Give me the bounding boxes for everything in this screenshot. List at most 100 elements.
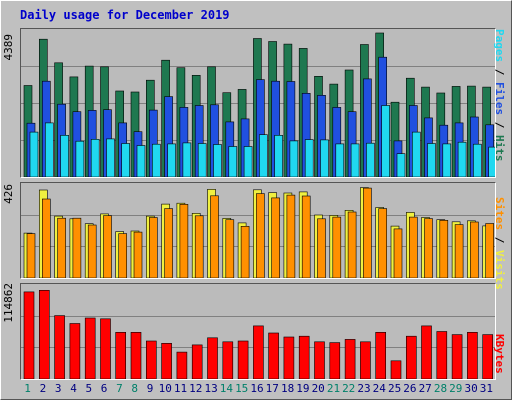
sites-bar-day-20 xyxy=(317,218,326,278)
hits-legend: Pages / Files / Hits xyxy=(493,29,506,162)
kbytes-bar-day-27 xyxy=(421,325,432,379)
kbytes-bar-day-30 xyxy=(467,331,478,379)
kbytes-bar-day-15 xyxy=(237,340,249,379)
kbytes-bar-day-4 xyxy=(69,323,81,379)
pages-bar-day-26 xyxy=(411,131,421,177)
legend-pages: Pages xyxy=(493,29,506,63)
kbytes-bar-day-13 xyxy=(207,337,218,379)
sites-bar-day-15 xyxy=(240,225,250,278)
day-label-23: 23 xyxy=(357,382,371,395)
pages-bar-day-18 xyxy=(289,140,299,177)
files-bar-day-11 xyxy=(179,107,189,177)
pages-bar-day-29 xyxy=(457,141,467,177)
files-bar-day-21 xyxy=(332,107,342,177)
kbytes-bar-day-12 xyxy=(191,344,203,379)
pages-bar-day-11 xyxy=(182,142,192,177)
day-label-16: 16 xyxy=(250,382,264,395)
kbytes-chart xyxy=(21,290,495,379)
day-label-31: 31 xyxy=(479,382,494,395)
kbytes-bar-day-28 xyxy=(436,331,448,379)
kbytes-bar-day-19 xyxy=(298,335,310,379)
sites-bar-day-29 xyxy=(454,224,464,278)
day-label-10: 10 xyxy=(158,382,172,395)
pages-bar-day-24 xyxy=(381,105,391,177)
sites-bar-day-7 xyxy=(118,233,127,278)
day-label-14: 14 xyxy=(219,382,234,395)
pages-bar-day-4 xyxy=(75,140,85,177)
kbytes-bar-day-21 xyxy=(329,342,341,379)
pages-bar-day-5 xyxy=(90,139,100,177)
legend-sep-3: / xyxy=(493,230,506,250)
pages-bar-day-21 xyxy=(335,143,345,177)
sites-bar-day-4 xyxy=(72,217,82,278)
files-bar-day-19 xyxy=(301,93,311,177)
day-label-28: 28 xyxy=(433,382,448,395)
pages-bar-day-3 xyxy=(60,135,69,177)
files-bar-day-18 xyxy=(286,81,296,177)
pages-bar-day-27 xyxy=(427,143,436,177)
pages-bar-day-8 xyxy=(136,145,146,177)
visits-ymax-label: 426 xyxy=(2,184,15,204)
kbytes-bar-day-17 xyxy=(268,332,279,379)
pages-bar-day-25 xyxy=(396,153,406,177)
legend-sep-2: / xyxy=(493,115,506,135)
visits-sites-panel xyxy=(20,182,496,279)
legend-sites: Sites xyxy=(493,197,506,231)
pages-bar-day-9 xyxy=(152,143,161,177)
pages-bar-day-30 xyxy=(473,143,482,177)
pages-bar-day-6 xyxy=(106,138,115,177)
sites-bar-day-3 xyxy=(57,217,66,278)
sites-bar-day-26 xyxy=(408,216,418,278)
files-bar-day-20 xyxy=(317,95,326,177)
sites-bar-day-1 xyxy=(26,233,36,278)
kbytes-bar-day-18 xyxy=(283,336,295,379)
kbytes-bar-day-5 xyxy=(84,317,96,379)
kbytes-bar-day-7 xyxy=(115,331,126,379)
sites-bar-day-8 xyxy=(133,231,143,278)
files-bar-day-16 xyxy=(256,79,265,177)
kbytes-bar-day-8 xyxy=(130,331,142,379)
sites-bar-day-22 xyxy=(347,211,357,278)
legend-files: Files xyxy=(493,82,506,116)
kbytes-bar-day-6 xyxy=(100,318,111,379)
day-label-18: 18 xyxy=(280,382,295,395)
sites-bar-day-28 xyxy=(439,219,449,278)
pages-bar-day-13 xyxy=(213,144,222,177)
day-label-22: 22 xyxy=(342,382,356,395)
pages-bar-day-15 xyxy=(243,146,253,177)
legend-sep-1: / xyxy=(493,62,506,82)
files-bar-day-9 xyxy=(149,109,158,177)
kbytes-ymax-label: 114862 xyxy=(2,283,15,323)
kbytes-panel xyxy=(20,283,496,380)
day-label-7: 7 xyxy=(116,382,123,395)
kbytes-bar-day-24 xyxy=(375,331,387,379)
sites-bar-day-14 xyxy=(225,219,235,278)
kbytes-legend: KBytes xyxy=(493,334,506,374)
files-bar-day-12 xyxy=(194,105,204,177)
sites-bar-day-23 xyxy=(363,187,372,278)
pages-bar-day-16 xyxy=(259,134,268,177)
pages-bar-day-22 xyxy=(350,143,360,177)
sites-bar-day-12 xyxy=(194,215,204,278)
sites-bar-day-11 xyxy=(179,203,189,278)
day-label-11: 11 xyxy=(173,382,188,395)
day-label-17: 17 xyxy=(265,382,279,395)
kbytes-bar-day-29 xyxy=(451,334,463,379)
visits-sites-chart xyxy=(21,187,495,278)
day-label-5: 5 xyxy=(85,382,93,395)
day-label-13: 13 xyxy=(204,382,218,395)
day-label-27: 27 xyxy=(418,382,432,395)
day-label-4: 4 xyxy=(70,382,77,395)
kbytes-bar-day-14 xyxy=(222,341,234,379)
sites-bar-day-5 xyxy=(87,224,97,278)
day-label-21: 21 xyxy=(326,382,341,395)
kbytes-bar-day-10 xyxy=(161,342,172,379)
chart-title: Daily usage for December 2019 xyxy=(20,8,230,22)
files-bar-day-10 xyxy=(164,96,173,177)
files-bar-day-17 xyxy=(271,80,280,177)
day-label-3: 3 xyxy=(54,382,62,395)
sites-bar-day-25 xyxy=(393,228,403,278)
pages-bar-day-10 xyxy=(167,143,176,177)
legend-kbytes: KBytes xyxy=(493,334,506,374)
